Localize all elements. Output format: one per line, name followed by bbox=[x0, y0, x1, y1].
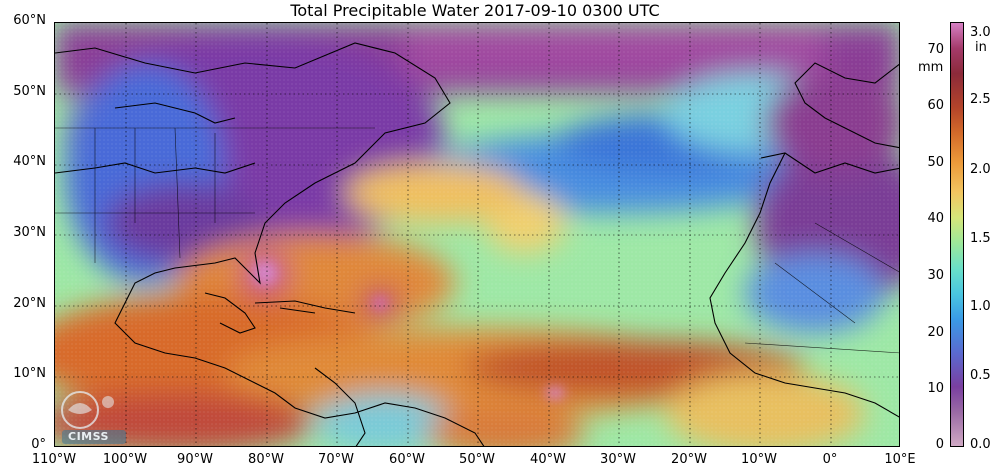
lon-label-10w: 10°W bbox=[741, 452, 777, 467]
lon-label-110w: 110°W bbox=[31, 452, 77, 467]
borders bbox=[55, 127, 899, 354]
colorbar-mm-tick: 70 bbox=[927, 42, 944, 57]
lat-label-10n: 10°N bbox=[13, 366, 46, 381]
colorbar-mm-tick: 30 bbox=[927, 268, 944, 283]
colorbar-mm-tick: 40 bbox=[927, 211, 944, 226]
colorbar-mm-tick: 60 bbox=[927, 98, 944, 113]
colorbar-in-tick: 1.0 bbox=[970, 299, 991, 314]
colorbar-in-tick: 0.0 bbox=[970, 437, 991, 452]
lon-label-0: 0° bbox=[822, 452, 838, 467]
lat-label-0: 0° bbox=[31, 437, 46, 452]
colorbar bbox=[950, 22, 964, 447]
tpw-field bbox=[55, 23, 899, 446]
lon-label-20w: 20°W bbox=[671, 452, 707, 467]
colorbar-in-tick: 0.5 bbox=[970, 368, 991, 383]
graticule bbox=[55, 23, 899, 446]
lat-label-50n: 50°N bbox=[13, 84, 46, 99]
colorbar-in-unit: in bbox=[975, 40, 987, 55]
cimss-logo-icon bbox=[61, 391, 126, 444]
colorbar-mm-tick: 0 bbox=[935, 437, 944, 452]
cimss-logo-text: CIMSS bbox=[68, 430, 109, 443]
lon-label-70w: 70°W bbox=[318, 452, 354, 467]
colorbar-mm-unit: mm bbox=[918, 60, 944, 75]
colorbar-mm-tick: 20 bbox=[927, 325, 944, 340]
lon-label-10e: 10°E bbox=[884, 452, 916, 467]
lon-label-40w: 40°W bbox=[530, 452, 566, 467]
colorbar-mm-tick: 50 bbox=[927, 155, 944, 170]
colorbar-in-tick: 3.0 bbox=[970, 25, 991, 40]
lon-label-80w: 80°W bbox=[248, 452, 284, 467]
map-title: Total Precipitable Water 2017-09-10 0300… bbox=[290, 1, 660, 20]
lon-label-100w: 100°W bbox=[102, 452, 148, 467]
lon-label-60w: 60°W bbox=[389, 452, 425, 467]
tpw-map bbox=[54, 22, 900, 447]
lon-label-30w: 30°W bbox=[600, 452, 636, 467]
colorbar-mm-tick: 10 bbox=[927, 381, 944, 396]
colorbar-in-tick: 2.5 bbox=[970, 92, 991, 107]
lat-label-20n: 20°N bbox=[13, 296, 46, 311]
colorbar-in-tick: 2.0 bbox=[970, 162, 991, 177]
lat-label-60n: 60°N bbox=[13, 13, 46, 28]
lat-label-40n: 40°N bbox=[13, 154, 46, 169]
colorbar-in-tick: 1.5 bbox=[970, 231, 991, 246]
lat-label-30n: 30°N bbox=[13, 225, 46, 240]
lon-label-90w: 90°W bbox=[177, 452, 213, 467]
lon-label-50w: 50°W bbox=[459, 452, 495, 467]
